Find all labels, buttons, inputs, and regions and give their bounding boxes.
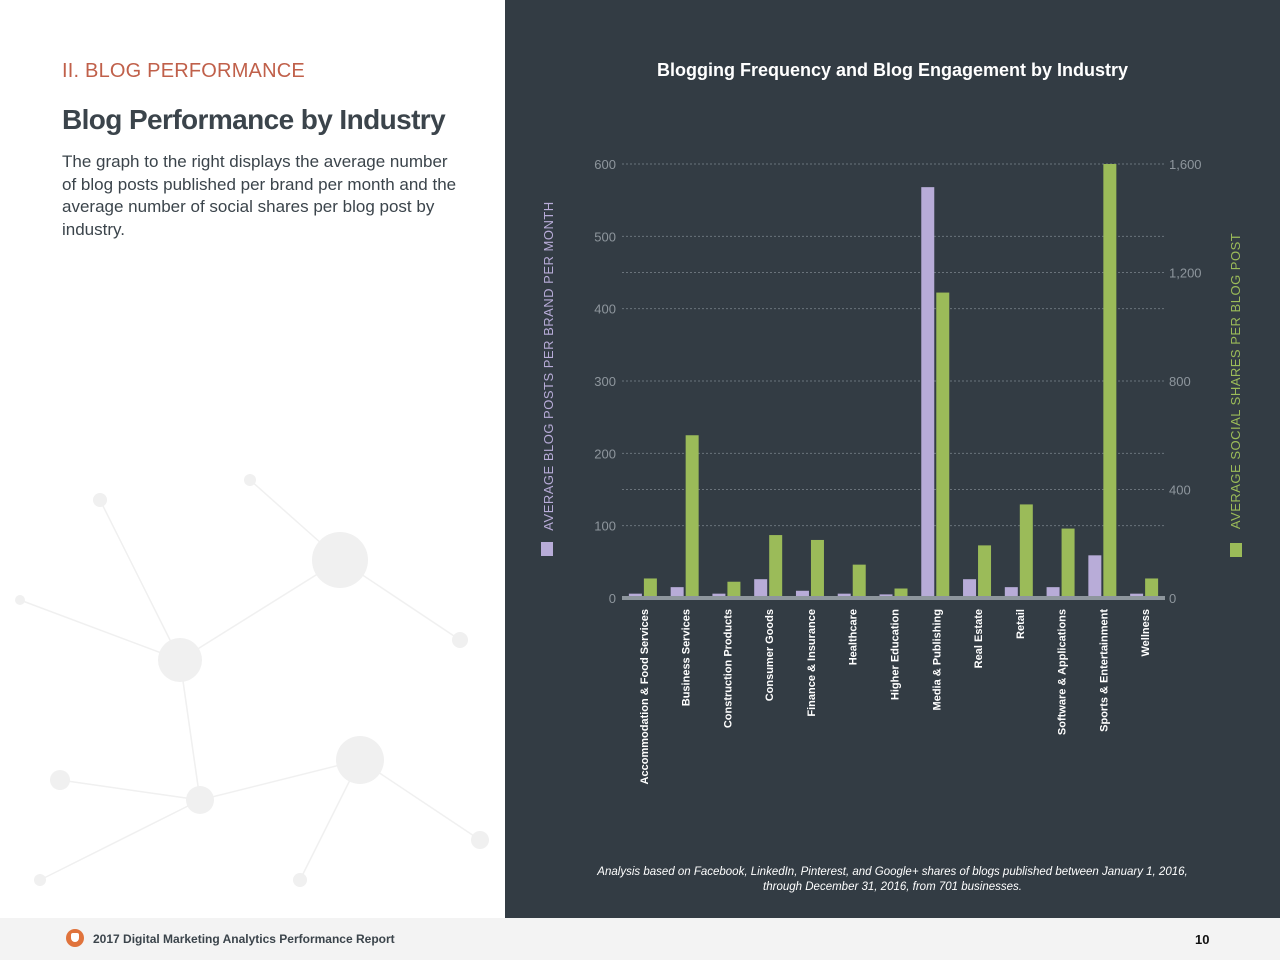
bar-social-shares (1061, 528, 1075, 598)
bar-social-shares (936, 292, 950, 598)
category-label: Construction Products (722, 609, 734, 728)
bar-blog-posts (795, 590, 809, 598)
left-series-swatch (541, 542, 553, 556)
category-label: Software & Applications (1057, 609, 1069, 735)
page-number: 10 (1195, 932, 1210, 947)
left-axis-title: AVERAGE BLOG POSTS PER BRAND PER MONTH (541, 201, 556, 530)
bar-blog-posts (1004, 587, 1018, 598)
category-label: Healthcare (848, 609, 860, 665)
bar-blog-posts (628, 593, 642, 598)
bar-blog-posts (921, 187, 935, 598)
category-label: Sports & Entertainment (1098, 609, 1110, 732)
section-label: II. BLOG PERFORMANCE (62, 60, 305, 82)
footer-bar (0, 918, 1280, 960)
bar-social-shares (1103, 164, 1117, 598)
category-label: Real Estate (973, 609, 985, 668)
right-axis-tick-label: 800 (1169, 374, 1191, 389)
left-axis-tick-label: 200 (594, 446, 616, 461)
report-title: 2017 Digital Marketing Analytics Perform… (93, 932, 395, 946)
right-axis-title: AVERAGE SOCIAL SHARES PER BLOG POST (1228, 233, 1243, 529)
bar-social-shares (894, 588, 908, 598)
chart-title: Blogging Frequency and Blog Engagement b… (656, 60, 1129, 80)
right-axis-tick-label: 0 (1169, 591, 1176, 606)
bar-social-shares (643, 578, 657, 598)
bar-blog-posts (1046, 587, 1060, 598)
bar-social-shares (978, 545, 992, 598)
category-label: Consumer Goods (764, 609, 776, 701)
network-background-decoration (15, 474, 489, 887)
left-axis-tick-label: 600 (594, 157, 616, 172)
bar-blog-posts (1130, 593, 1144, 598)
bar-blog-posts (1088, 555, 1102, 598)
category-label: Media & Publishing (931, 609, 943, 710)
bar-blog-posts (754, 579, 768, 598)
bar-blog-posts (837, 593, 851, 598)
left-panel: II. BLOG PERFORMANCE Blog Performance by… (0, 0, 505, 918)
right-axis-tick-label: 1,600 (1169, 157, 1202, 172)
chart-footnote: Analysis based on Facebook, LinkedIn, Pi… (597, 866, 1188, 893)
page-heading: Blog Performance by Industry (62, 104, 446, 135)
category-label: Retail (1015, 609, 1027, 639)
category-label: Business Services (681, 609, 693, 706)
category-label: Higher Education (890, 609, 902, 700)
bar-blog-posts (670, 587, 684, 598)
bar-blog-posts (712, 593, 726, 598)
bar-social-shares (769, 535, 783, 598)
left-axis-tick-label: 0 (609, 591, 616, 606)
left-axis-tick-label: 300 (594, 374, 616, 389)
bar-blog-posts (963, 579, 977, 598)
left-axis-tick-label: 500 (594, 229, 616, 244)
bar-social-shares (852, 564, 866, 598)
bar-social-shares (810, 539, 824, 598)
left-axis-tick-label: 100 (594, 519, 616, 534)
logo-icon (66, 929, 84, 947)
right-series-swatch (1230, 543, 1242, 557)
chart-panel: Blogging Frequency and Blog Engagement b… (505, 0, 1280, 918)
category-label: Wellness (1140, 609, 1152, 657)
description-text: The graph to the right displays the aver… (62, 152, 457, 239)
bar-social-shares (1019, 504, 1033, 598)
bar-social-shares (685, 435, 699, 598)
chart-svg: 0 100 200 300 400 500 600 0 400 800 1,200 1,600 Acco… (541, 157, 1243, 784)
left-axis-tick-label: 400 (594, 302, 616, 317)
bar-social-shares (727, 581, 741, 598)
right-axis-tick-label: 400 (1169, 483, 1191, 498)
right-axis-tick-label: 1,200 (1169, 266, 1202, 281)
category-label: Finance & Insurance (806, 609, 818, 717)
category-label: Accommodation & Food Services (639, 609, 651, 784)
bar-social-shares (1145, 578, 1159, 598)
